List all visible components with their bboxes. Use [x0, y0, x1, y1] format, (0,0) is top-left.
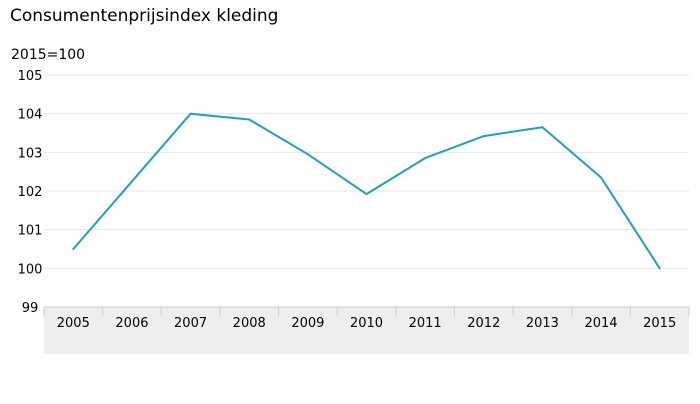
x-tick-label: 2005	[57, 316, 90, 331]
y-tick-label: 102	[18, 185, 43, 200]
x-tick-label: 2008	[233, 316, 266, 331]
x-tick-label: 2007	[174, 316, 207, 331]
y-tick-label: 104	[18, 108, 43, 123]
x-tick-label: 2014	[584, 316, 617, 331]
y-tick-label: 103	[18, 146, 43, 161]
y-tick-label: 101	[18, 224, 43, 239]
x-axis-band	[44, 307, 689, 354]
data-point	[365, 193, 368, 196]
chart-title: Consumentenprijsindex kleding	[10, 6, 279, 26]
y-tick-label: 105	[18, 69, 43, 84]
x-tick-label: 2013	[526, 316, 559, 331]
data-point	[72, 248, 75, 250]
x-tick-label: 2012	[467, 316, 500, 331]
x-tick-label: 2010	[350, 316, 383, 331]
x-tick-label: 2009	[291, 316, 324, 331]
y-axis-unit-label: 2015=100	[11, 47, 86, 63]
data-point	[658, 267, 661, 270]
data-point	[600, 176, 603, 179]
data-point	[248, 118, 251, 121]
data-point	[189, 112, 192, 115]
data-point	[541, 126, 544, 129]
data-point	[130, 180, 133, 183]
data-point	[482, 135, 485, 138]
y-tick-label: 100	[18, 262, 43, 277]
data-point	[306, 153, 309, 156]
x-tick-label: 2015	[643, 316, 676, 331]
y-tick-label: 99	[22, 301, 39, 316]
x-tick-label: 2011	[409, 316, 442, 331]
x-tick-label: 2006	[115, 316, 148, 331]
data-point	[424, 157, 427, 160]
